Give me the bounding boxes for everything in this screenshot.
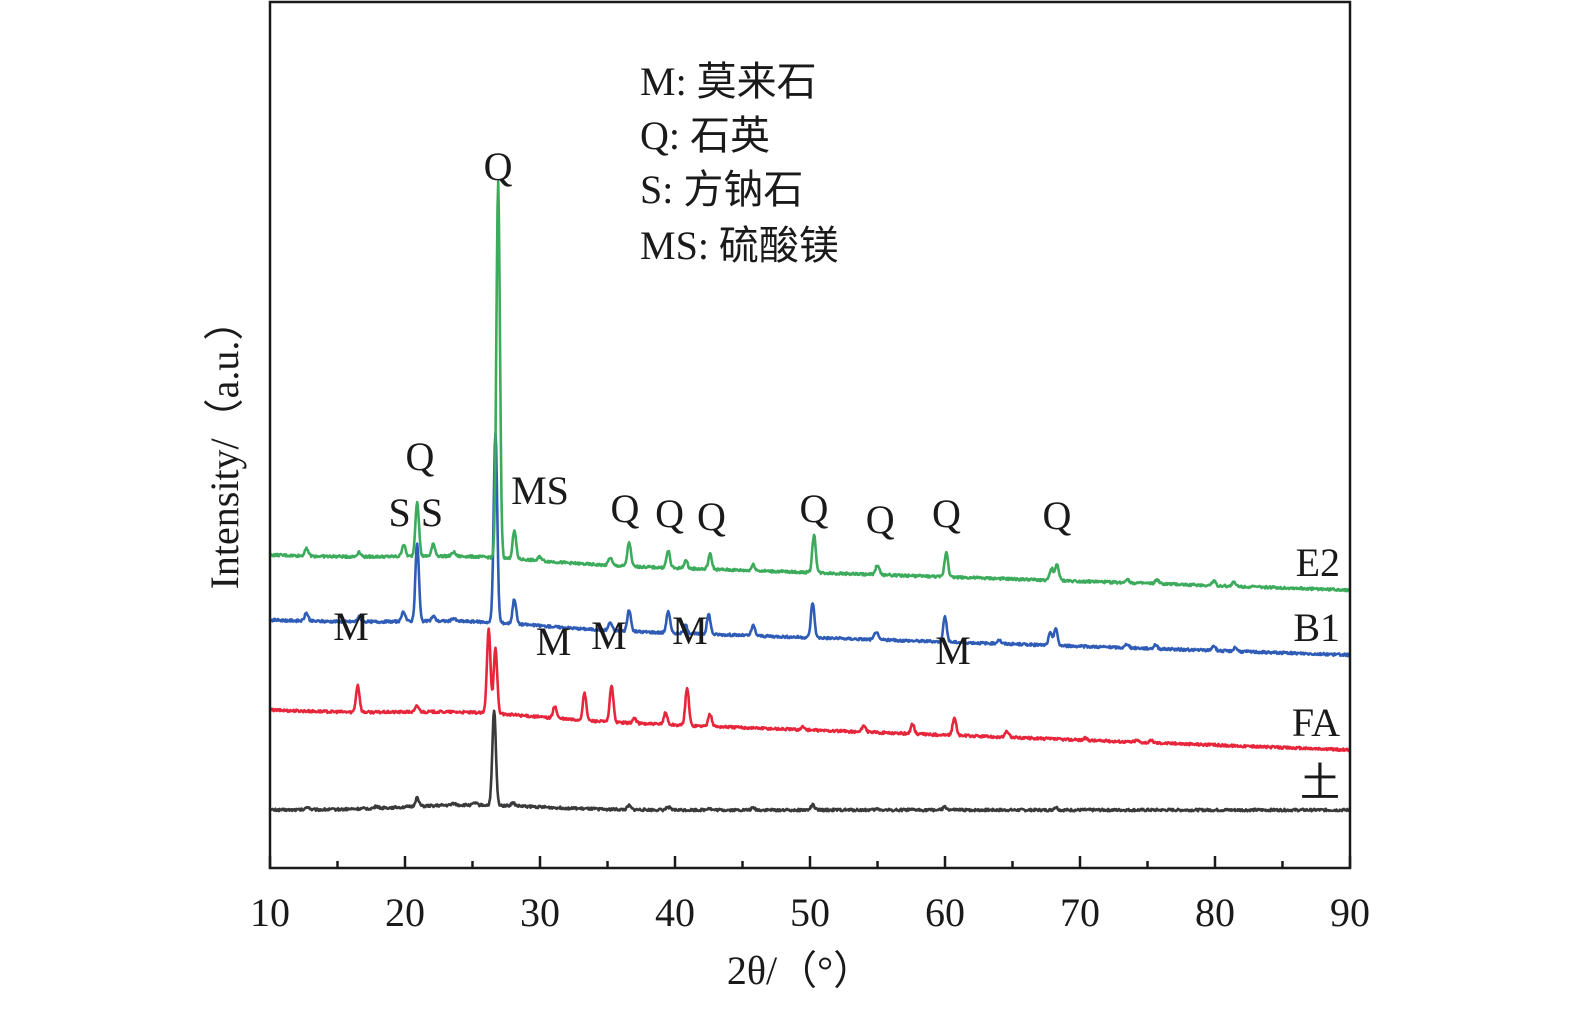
x-tick-label: 80 [1195,890,1235,935]
x-tick-label: 30 [520,890,560,935]
x-tick-label: 20 [385,890,425,935]
peak-label: M [536,619,572,664]
peak-label: Q [866,497,895,542]
series-name-label: 土 [1300,760,1340,805]
legend-entry-mullite: M: 莫来石 [640,59,817,104]
peak-labels: QQS S MS Q Q Q Q Q Q QM M M M M [333,144,1071,673]
peak-label: Q [611,486,640,531]
peak-label: Q [655,491,684,536]
x-tick-label: 10 [250,890,290,935]
x-tick-label: 50 [790,890,830,935]
x-axis: 10 20 30 40 50 60 70 80 90 [250,856,1370,935]
legend-entry-magnesium-sulfate: MS: 硫酸镁 [640,223,839,268]
legend: M: 莫来石 Q: 石英 S: 方钠石 MS: 硫酸镁 [640,59,839,268]
y-axis-title: Intensity/（a.u.） [202,301,247,590]
legend-entry-sodalite: S: 方钠石 [640,167,803,212]
legend-entry-quartz: Q: 石英 [640,113,770,158]
peak-label: Q [800,486,829,531]
peak-label: Q [697,494,726,539]
x-tick-label: 40 [655,890,695,935]
series-name-label: E2 [1296,540,1340,585]
peak-label: MS [511,468,569,513]
peak-label: M [591,613,627,658]
series-name-label: B1 [1293,605,1340,650]
peak-label: S [421,490,443,535]
series-layer [268,180,1352,813]
peak-label: Q [405,434,434,479]
series-name-label: FA [1292,700,1340,745]
series-line-E2 [269,180,1351,593]
peak-label: Q [484,144,513,189]
series-line-土 [268,709,1352,813]
series-names: 土 FA B1 E2 [1292,540,1340,805]
x-tick-label: 90 [1330,890,1370,935]
peak-label: Q [1043,493,1072,538]
x-tick-label: 70 [1060,890,1100,935]
x-axis-title: 2θ/（°） [727,948,873,993]
peak-label: M [935,628,971,673]
peak-label: S [388,490,410,535]
x-tick-label: 60 [925,890,965,935]
peak-label: M [333,604,369,649]
series-line-FA [268,627,1351,753]
series-line-B1 [268,431,1352,658]
peak-label: M [672,608,708,653]
peak-label: Q [932,491,961,536]
